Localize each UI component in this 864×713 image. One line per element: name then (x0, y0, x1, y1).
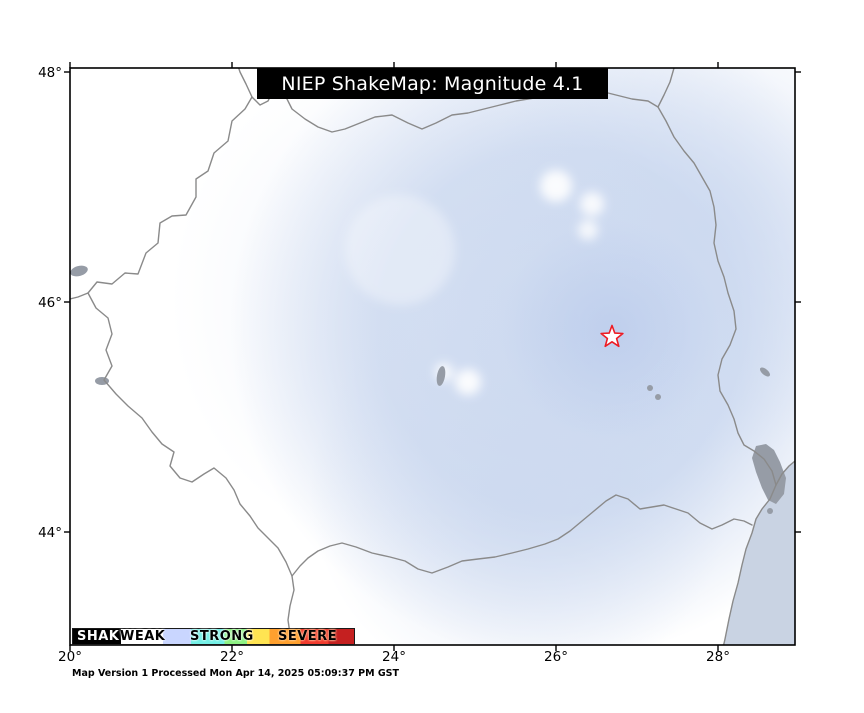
axis-labels: 20° 22° 24° 26° 28° 48° 46° 44° (38, 65, 730, 665)
map-title-text: NIEP ShakeMap: Magnitude 4.1 (281, 72, 584, 95)
x-tick-label: 28° (706, 649, 730, 665)
scale-label-severe: SEVERE (278, 629, 338, 644)
light-intensity-patches (345, 170, 604, 395)
scale-label-shaking: SHAK (77, 629, 120, 644)
epicenter-star (600, 324, 624, 348)
x-tick-label: 22° (220, 649, 244, 665)
lakes (70, 265, 786, 514)
x-tick-label: 20° (58, 649, 82, 665)
map-title: NIEP ShakeMap: Magnitude 4.1 (257, 68, 608, 99)
border-extension-nw (237, 68, 253, 98)
scale-label-weak: WEAK (120, 629, 166, 644)
y-tick-label: 44° (38, 525, 62, 541)
map-plot-area (70, 68, 795, 645)
black-sea (722, 461, 795, 645)
scale-label-strong: STRONG (190, 629, 254, 644)
razim-lagoon (752, 444, 786, 504)
intensity-shading (70, 68, 795, 645)
intensity-scale-bar: SHAK WEAK STRONG SEVERE (72, 628, 355, 645)
border-extension-w (70, 292, 89, 300)
version-caption: Map Version 1 Processed Mon Apr 14, 2025… (72, 668, 399, 679)
y-tick-label: 48° (38, 65, 62, 81)
coastline-ne (775, 460, 795, 486)
danube-border (291, 494, 753, 577)
border-extension-ne (657, 68, 675, 108)
x-tick-label: 26° (544, 649, 568, 665)
romania-border (87, 86, 777, 645)
y-tick-label: 46° (38, 295, 62, 311)
country-borders (70, 68, 795, 645)
x-tick-label: 24° (382, 649, 406, 665)
axis-ticks (64, 62, 801, 651)
